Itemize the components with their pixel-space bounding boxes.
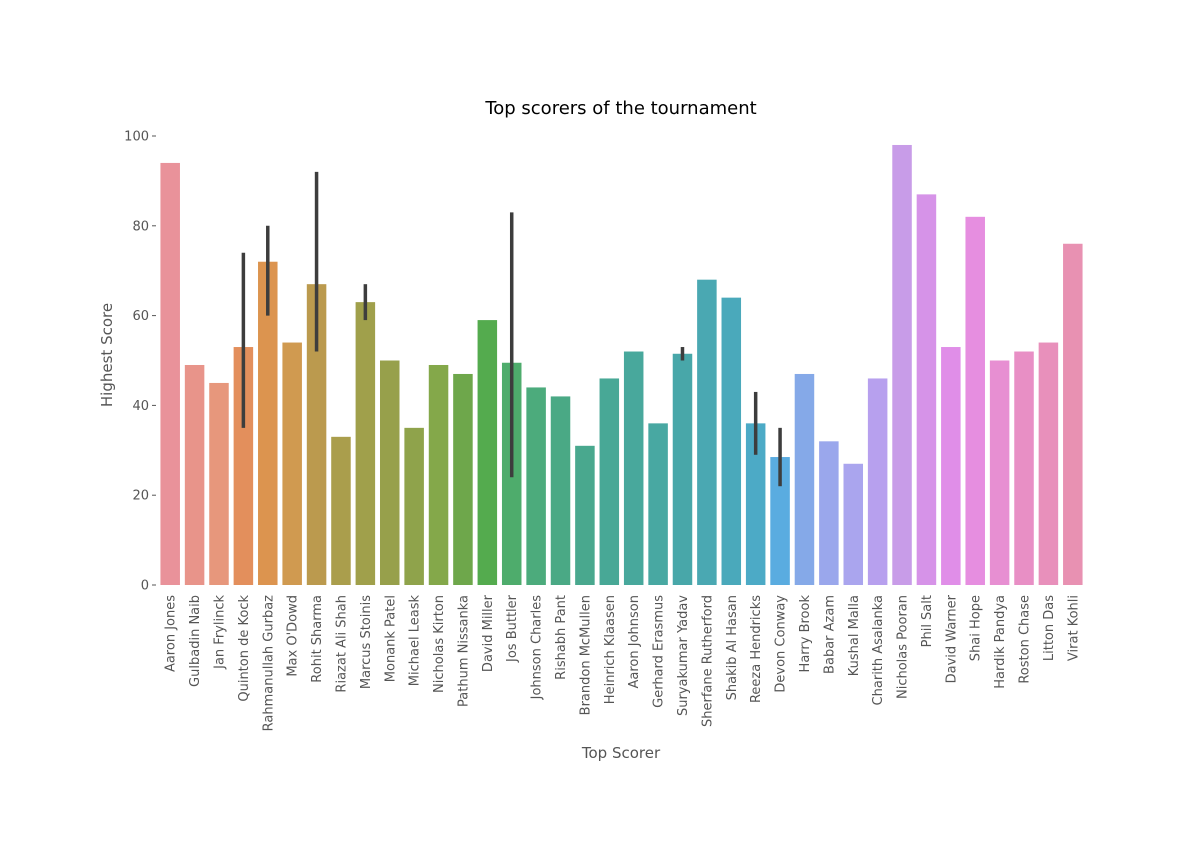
x-tick-label: Nicholas Pooran: [896, 595, 911, 699]
bar: [233, 347, 254, 585]
x-tick-label: Roston Chase: [1018, 595, 1033, 684]
x-tick-label: Sherfane Rutherford: [700, 595, 715, 727]
x-tick-label: Rahmanullah Gurbaz: [261, 595, 276, 731]
bar: [1014, 351, 1034, 585]
x-tick-label: Gulbadin Naib: [188, 595, 203, 687]
bar: [819, 441, 839, 585]
error-bars-group: [241, 171, 782, 487]
x-tick-label: Pathum Nissanka: [456, 595, 471, 707]
x-tick-label: Quinton de Kock: [237, 595, 252, 702]
bar: [843, 463, 864, 585]
bar: [623, 351, 644, 585]
bar: [575, 445, 595, 585]
x-tick-label: Rohit Sharma: [310, 595, 325, 683]
x-tick-label: Nicholas Kirton: [432, 595, 447, 693]
bar: [331, 436, 351, 585]
bar: [770, 457, 790, 585]
bar: [428, 364, 449, 585]
x-tick-label: Aaron Jones: [164, 595, 179, 672]
y-axis-label: Highest Score: [98, 303, 116, 407]
y-tick-label: 80: [132, 219, 149, 234]
x-tick-label: Monank Patel: [383, 595, 398, 682]
y-tick-label: 100: [124, 130, 149, 145]
x-tick-label: Devon Conway: [774, 595, 789, 693]
bar: [1063, 243, 1083, 585]
bar: [794, 373, 815, 585]
x-tick-label: Hardik Pandya: [993, 595, 1008, 689]
x-tick-label: Aaron Johnson: [627, 595, 642, 688]
bar: [989, 360, 1010, 585]
x-tick-label: Johnson Charles: [530, 595, 545, 701]
x-tick-label: Heinrich Klaasen: [603, 595, 618, 704]
bar: [672, 353, 693, 585]
x-tick-label: Reeza Hendricks: [749, 595, 764, 703]
bars-group: [160, 144, 1083, 586]
x-axis: Aaron Jones Gulbadin Naib Jan Frylinck Quin…: [164, 594, 1082, 731]
x-tick-label: Max O'Dowd: [286, 595, 301, 677]
x-tick-label: David Warner: [944, 594, 959, 683]
bar: [697, 279, 717, 585]
y-axis: 0 20 40 60 80 100: [124, 130, 156, 594]
x-tick-label: Babar Azam: [822, 595, 837, 674]
bar: [453, 373, 473, 585]
x-tick-label: Shakib Al Hasan: [725, 595, 740, 700]
bar: [477, 320, 498, 585]
x-tick-label: Rishabh Pant: [554, 595, 569, 680]
x-tick-label: Charith Asalanka: [871, 595, 886, 705]
bar: [282, 342, 302, 585]
bar: [599, 378, 620, 585]
bar: [867, 378, 888, 585]
bar: [1038, 342, 1059, 585]
bar: [306, 284, 327, 585]
y-tick-label: 40: [132, 399, 149, 414]
x-tick-label: Virat Kohli: [1066, 595, 1081, 661]
x-tick-label: Kushal Malla: [847, 595, 862, 676]
bar: [258, 261, 278, 585]
x-tick-label: Brandon McMullen: [578, 595, 593, 715]
bar: [745, 423, 766, 585]
bar: [209, 382, 229, 585]
x-tick-label: Jos Buttler: [505, 594, 520, 663]
bar: [379, 360, 400, 585]
x-tick-label: Suryakumar Yadav: [676, 595, 691, 716]
bar: [184, 364, 205, 585]
x-tick-label: Shai Hope: [969, 595, 984, 661]
bar: [941, 347, 961, 585]
x-tick-label: Jan Frylinck: [212, 595, 227, 670]
bar: [526, 387, 546, 585]
bar: [550, 396, 571, 585]
bar: [355, 302, 376, 585]
x-tick-label: Marcus Stoinis: [359, 595, 374, 689]
x-tick-label: Gerhard Erasmus: [652, 595, 667, 708]
x-tick-label: Phil Salt: [920, 595, 935, 647]
x-tick-label: Litton Das: [1042, 595, 1057, 661]
x-tick-label: Harry Brook: [798, 595, 813, 673]
x-axis-label: Top Scorer: [581, 744, 661, 762]
y-tick-label: 0: [141, 579, 149, 594]
x-tick-label: Riazat Ali Shah: [334, 595, 349, 693]
bar: [892, 144, 912, 586]
x-tick-label: Michael Leask: [408, 595, 423, 687]
bar: [916, 194, 937, 585]
bar: [965, 216, 985, 585]
x-tick-label: David Miller: [481, 594, 496, 672]
y-tick-label: 20: [132, 489, 149, 504]
bar: [648, 423, 668, 585]
y-tick-label: 60: [132, 309, 149, 324]
bar: [721, 297, 742, 585]
bar: [404, 427, 424, 585]
chart-title: Top scorers of the tournament: [484, 98, 756, 119]
bar: [160, 162, 180, 585]
